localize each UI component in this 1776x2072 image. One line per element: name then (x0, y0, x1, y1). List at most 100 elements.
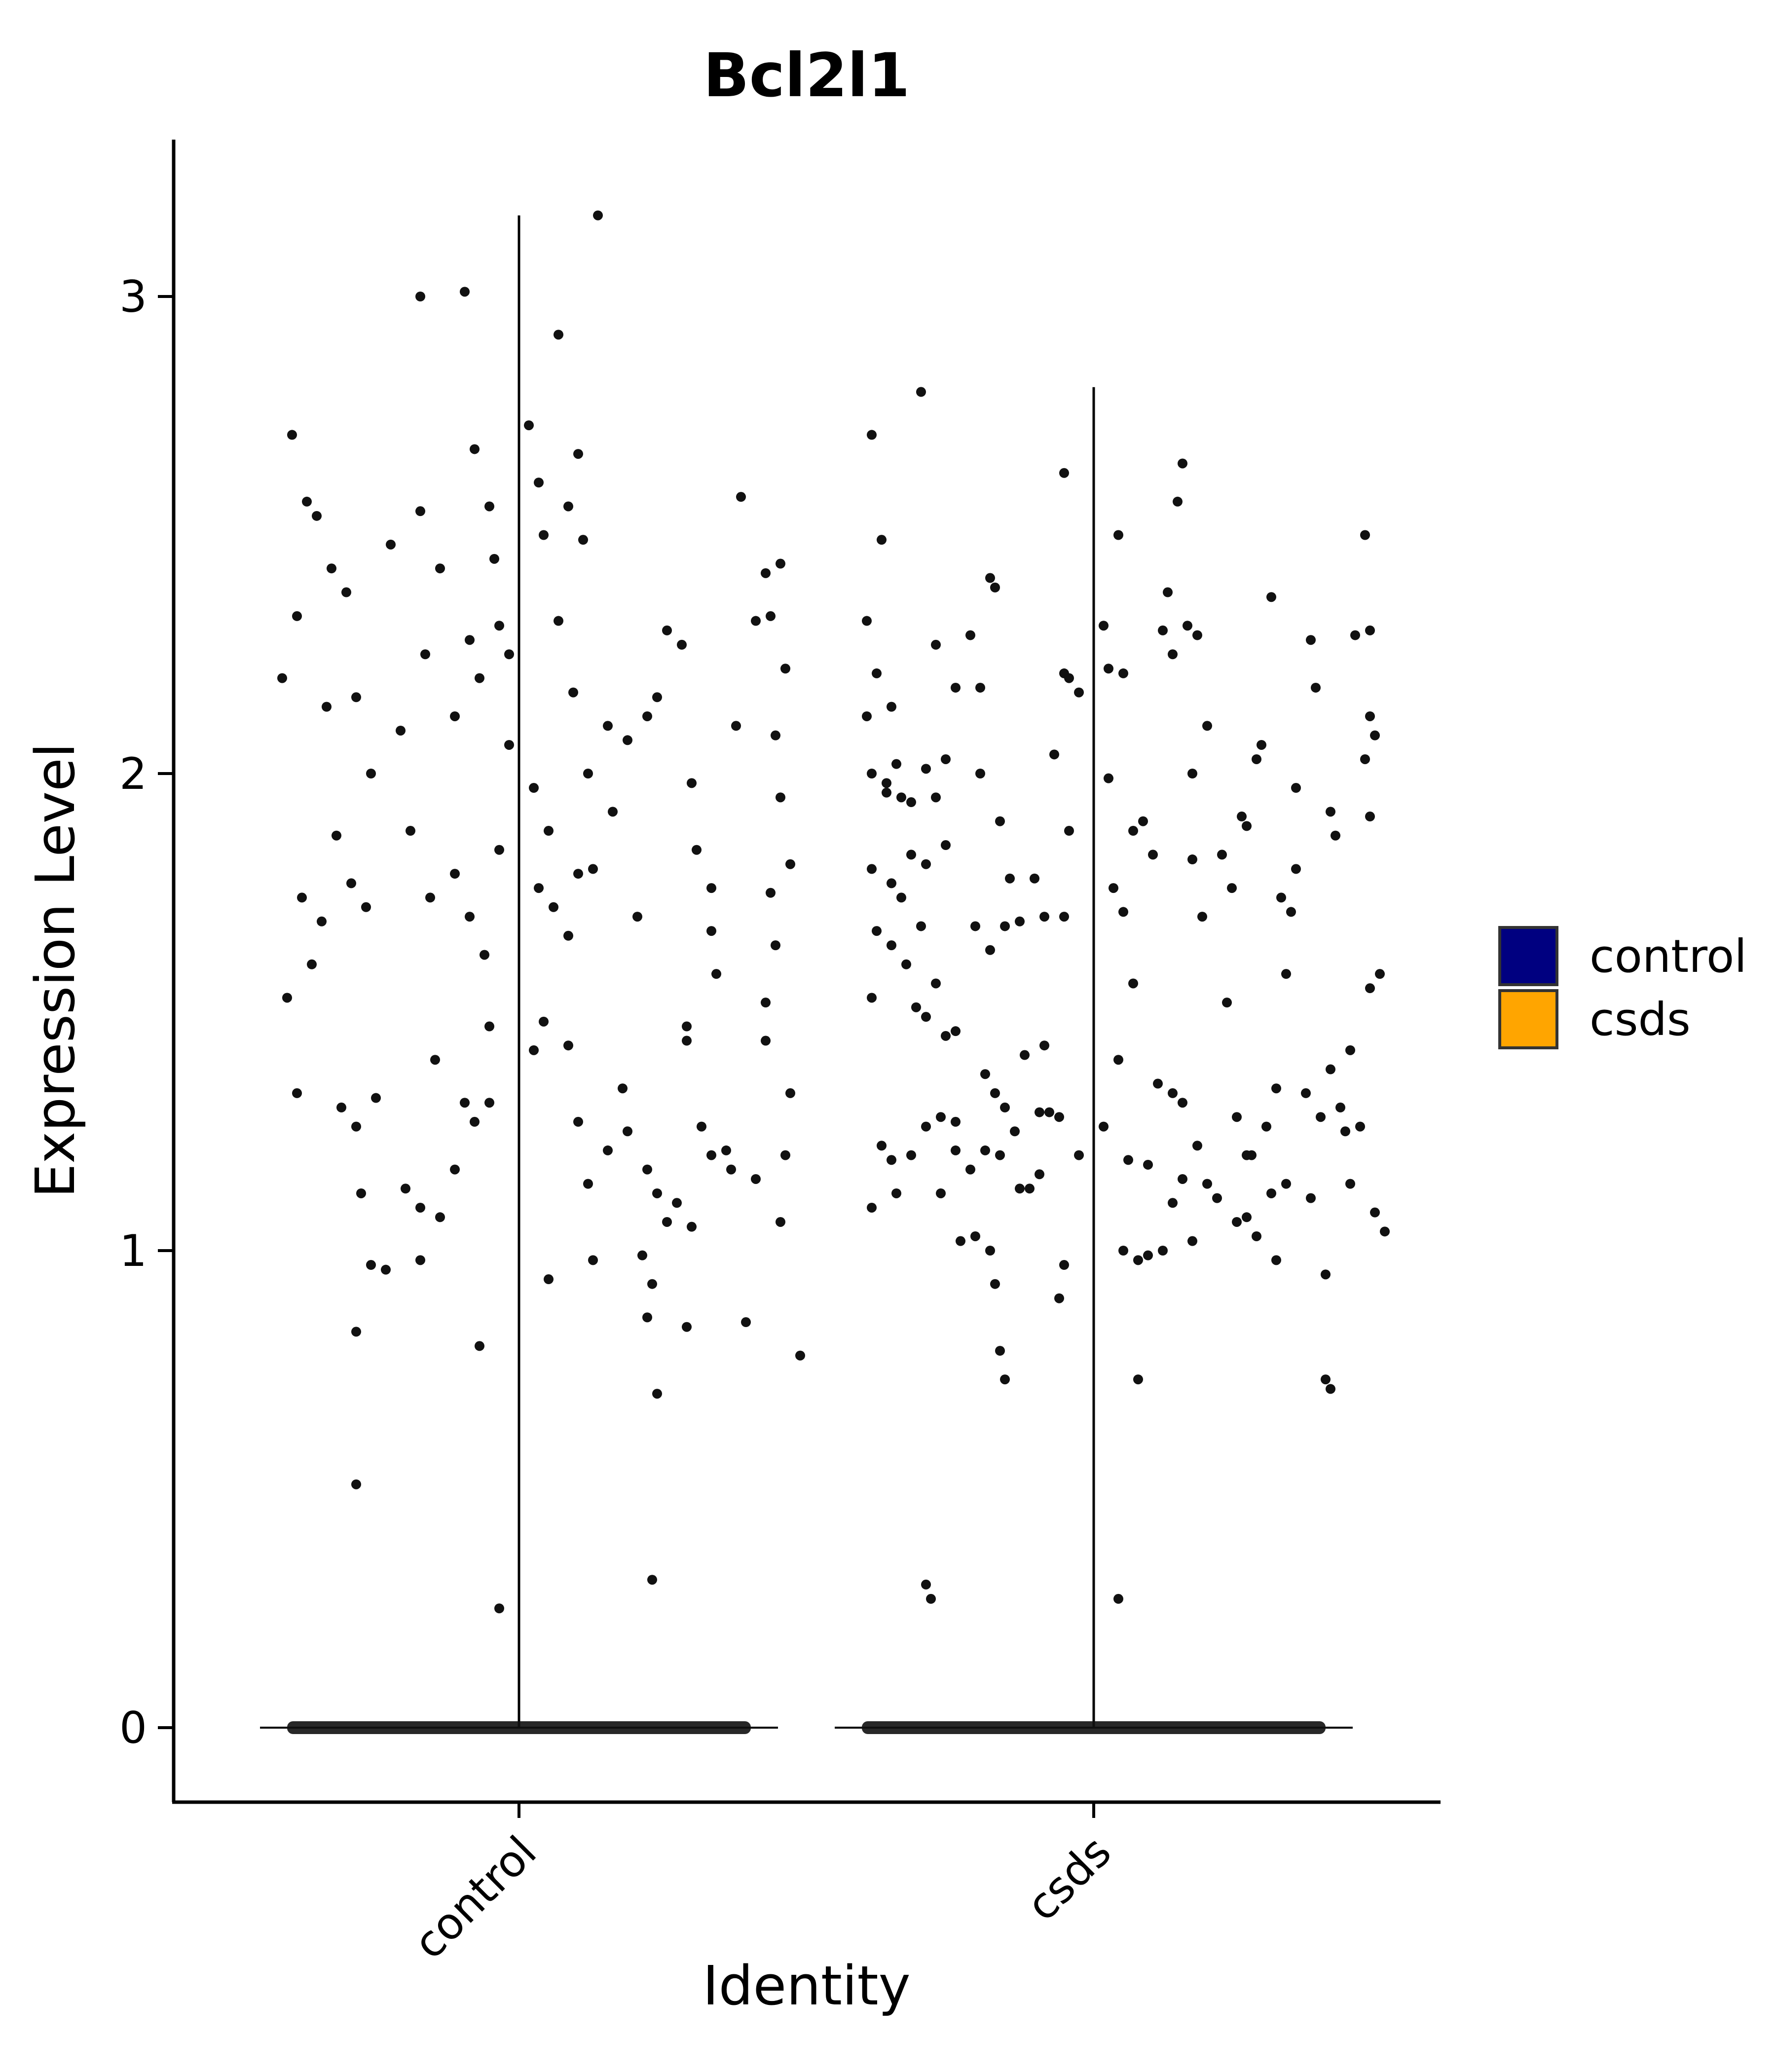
data-point (672, 1198, 682, 1208)
legend-swatch (1498, 926, 1558, 986)
plot-area (260, 210, 1390, 1734)
data-point (1375, 969, 1385, 979)
data-point (941, 754, 951, 764)
data-point (921, 859, 931, 869)
data-point (990, 582, 1000, 592)
data-point (1158, 625, 1168, 635)
data-point (327, 563, 336, 574)
x-tick-label-control: control (404, 1826, 546, 1969)
data-point (322, 702, 332, 712)
data-point (563, 501, 573, 512)
data-point (867, 864, 877, 874)
data-point (867, 1202, 877, 1213)
data-point (1064, 673, 1074, 683)
data-point (351, 1479, 361, 1489)
data-point (1202, 721, 1212, 731)
points-control (277, 210, 805, 1614)
data-point (1044, 1107, 1054, 1117)
data-point (475, 1341, 484, 1351)
zero-points-control (287, 1721, 751, 1734)
data-point (1163, 587, 1173, 597)
data-point (302, 496, 312, 507)
data-point (706, 926, 716, 936)
y-tick-label: 0 (119, 1702, 147, 1753)
data-point (1242, 1212, 1252, 1222)
data-point (785, 859, 795, 869)
data-point (381, 1264, 391, 1275)
data-point (549, 902, 558, 912)
data-point (1321, 1374, 1331, 1385)
data-point (504, 740, 514, 750)
data-point (761, 568, 771, 578)
data-point (435, 1212, 445, 1222)
data-point (1345, 1045, 1355, 1055)
data-point (990, 1088, 1000, 1098)
data-point (1059, 1260, 1069, 1270)
data-point (642, 1164, 652, 1175)
data-point (356, 1188, 366, 1198)
data-point (563, 1040, 573, 1051)
data-point (435, 563, 445, 574)
data-point (1370, 1207, 1380, 1218)
data-point (460, 1098, 470, 1108)
data-point (1000, 1374, 1010, 1385)
data-point (1178, 458, 1187, 469)
data-point (731, 721, 741, 731)
data-point (682, 1322, 692, 1332)
data-point (1365, 625, 1375, 635)
data-point (1183, 621, 1192, 631)
data-point (346, 878, 356, 888)
data-point (1178, 1174, 1187, 1184)
data-point (872, 926, 882, 936)
data-point (776, 558, 785, 569)
data-point (677, 639, 687, 650)
data-point (1168, 1198, 1178, 1208)
data-point (896, 792, 906, 803)
data-point (780, 1150, 790, 1160)
data-point (887, 940, 896, 951)
data-point (504, 649, 514, 660)
data-point (480, 950, 489, 960)
data-point (761, 998, 771, 1008)
data-point (687, 778, 697, 788)
data-point (1331, 830, 1340, 841)
data-point (554, 330, 563, 340)
data-point (1015, 1184, 1025, 1194)
data-point (578, 535, 588, 545)
data-point (751, 1174, 761, 1184)
data-point (921, 1121, 931, 1132)
y-tick-label: 3 (119, 271, 147, 322)
data-point (430, 1055, 440, 1065)
data-point (771, 730, 780, 740)
data-point (563, 930, 573, 941)
data-point (1345, 1179, 1355, 1189)
data-point (1059, 912, 1069, 922)
data-point (297, 892, 307, 903)
data-point (317, 916, 327, 926)
data-point (1138, 816, 1148, 826)
data-point (608, 807, 618, 817)
data-point (1074, 1150, 1084, 1160)
data-point (583, 1179, 593, 1189)
data-point (450, 711, 460, 721)
data-point (1286, 907, 1296, 917)
data-point (926, 1593, 936, 1604)
data-point (1326, 1384, 1335, 1394)
data-point (896, 892, 906, 903)
data-point (1005, 873, 1015, 884)
legend-entry-csds: csds (1498, 989, 1691, 1049)
data-point (1350, 630, 1360, 640)
data-point (573, 1116, 583, 1127)
data-point (921, 1012, 931, 1022)
data-point (751, 616, 761, 626)
data-point (332, 830, 341, 841)
data-point (1321, 1269, 1331, 1280)
data-point (721, 1145, 731, 1155)
data-point (647, 1279, 657, 1289)
data-point (877, 1141, 887, 1151)
data-point (524, 420, 534, 431)
data-point (401, 1184, 410, 1194)
data-point (1015, 916, 1025, 926)
data-point (460, 287, 470, 297)
data-point (470, 1116, 480, 1127)
